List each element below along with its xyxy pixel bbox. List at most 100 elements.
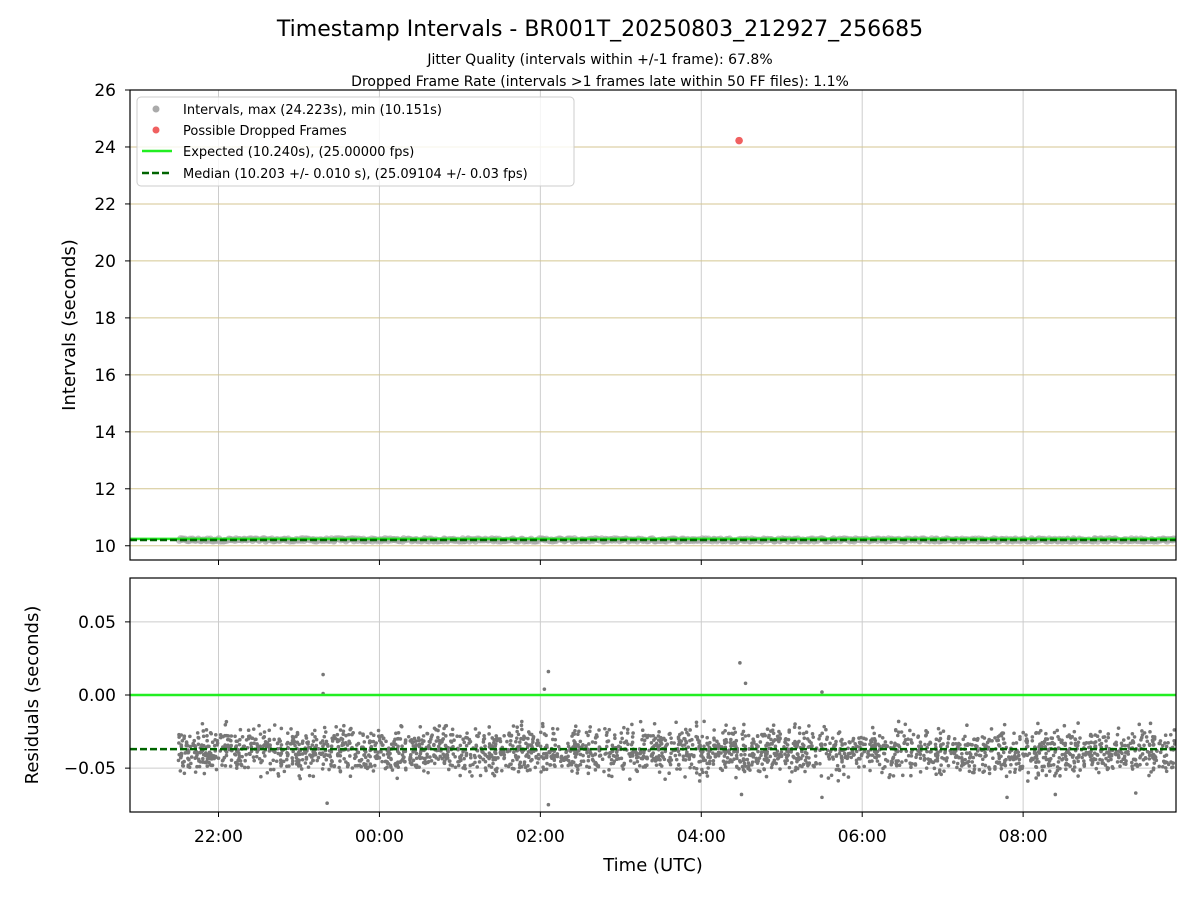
residual-point bbox=[1119, 759, 1123, 764]
residual-point bbox=[418, 725, 423, 729]
residual-point bbox=[1126, 736, 1131, 740]
residual-point bbox=[1147, 753, 1152, 758]
residual-point bbox=[1076, 721, 1080, 725]
residual-point bbox=[246, 765, 250, 770]
residual-point bbox=[1074, 756, 1079, 760]
residual-point bbox=[545, 761, 549, 766]
residual-point bbox=[544, 767, 549, 772]
residual-point bbox=[1106, 735, 1111, 740]
residual-point bbox=[511, 724, 516, 728]
residual-point bbox=[311, 749, 315, 754]
residual-point bbox=[444, 744, 449, 749]
residual-point bbox=[1172, 739, 1176, 743]
residual-point bbox=[229, 734, 234, 738]
residual-point bbox=[222, 755, 227, 760]
residual-point bbox=[492, 738, 496, 742]
residual-point bbox=[188, 744, 193, 749]
residual-point bbox=[609, 757, 614, 762]
residual-point bbox=[1104, 744, 1109, 749]
residual-point bbox=[257, 757, 262, 761]
residual-point bbox=[336, 745, 341, 749]
residual-point bbox=[742, 722, 746, 727]
residual-point bbox=[417, 744, 422, 749]
residual-point bbox=[384, 739, 388, 744]
residual-point bbox=[1063, 741, 1068, 746]
intervals-y-tick-label: 18 bbox=[94, 309, 116, 329]
residual-point bbox=[411, 744, 416, 748]
residual-point bbox=[573, 724, 578, 729]
intervals-y-tick-label: 22 bbox=[94, 195, 116, 215]
residual-point bbox=[385, 760, 389, 764]
residual-point bbox=[630, 722, 634, 727]
residual-point bbox=[616, 744, 621, 749]
residual-point bbox=[1054, 771, 1058, 775]
residual-point bbox=[1147, 743, 1152, 748]
residual-point bbox=[410, 762, 414, 767]
residual-point bbox=[436, 757, 441, 761]
residual-point bbox=[1088, 754, 1093, 759]
residual-point bbox=[224, 719, 229, 724]
residual-point bbox=[1044, 773, 1049, 778]
residual-point bbox=[676, 749, 681, 754]
residual-point bbox=[1111, 766, 1115, 771]
residual-point bbox=[362, 763, 367, 768]
residual-point bbox=[654, 763, 659, 767]
residual-point bbox=[1163, 733, 1168, 738]
residual-point bbox=[633, 750, 638, 754]
residual-point bbox=[588, 729, 592, 734]
residual-point bbox=[441, 732, 446, 736]
residual-point bbox=[1030, 738, 1035, 743]
residual-point bbox=[690, 737, 694, 742]
residual-point bbox=[934, 737, 939, 742]
residual-point bbox=[779, 753, 784, 758]
residual-point bbox=[571, 760, 576, 765]
residual-point bbox=[653, 759, 658, 763]
residual-point bbox=[566, 741, 570, 746]
residual-point bbox=[840, 759, 844, 764]
residual-point bbox=[734, 775, 738, 780]
residual-point bbox=[344, 760, 348, 764]
residual-point bbox=[416, 736, 421, 740]
residual-point bbox=[309, 755, 314, 759]
residual-point bbox=[1037, 744, 1041, 749]
residual-point bbox=[299, 767, 304, 771]
residual-point bbox=[728, 758, 733, 762]
residual-point bbox=[428, 755, 432, 759]
residual-point bbox=[924, 766, 929, 770]
residual-outlier-point bbox=[1053, 792, 1058, 797]
residual-point bbox=[818, 733, 822, 738]
residual-point bbox=[663, 777, 667, 781]
residual-outlier-point bbox=[739, 792, 744, 797]
residual-point bbox=[487, 756, 491, 761]
residual-point bbox=[1123, 743, 1127, 748]
residual-point bbox=[846, 751, 851, 756]
residual-point bbox=[911, 732, 916, 737]
residual-point bbox=[918, 752, 923, 757]
residual-point bbox=[346, 748, 351, 752]
residual-point bbox=[889, 740, 893, 745]
residual-point bbox=[539, 755, 544, 759]
residual-point bbox=[930, 760, 934, 764]
residual-point bbox=[586, 733, 590, 738]
residual-point bbox=[322, 742, 327, 746]
residual-point bbox=[712, 728, 716, 732]
residual-point bbox=[727, 751, 732, 755]
residual-point bbox=[624, 739, 629, 744]
residual-point bbox=[909, 738, 913, 742]
residual-point bbox=[972, 767, 977, 772]
legend-label-intervals: Intervals, max (24.223s), min (10.151s) bbox=[183, 103, 442, 118]
residual-point bbox=[403, 739, 408, 744]
residual-point bbox=[1072, 769, 1076, 773]
residual-point bbox=[541, 751, 546, 756]
residual-point bbox=[860, 752, 864, 756]
residual-point bbox=[481, 757, 485, 762]
residual-point bbox=[999, 766, 1004, 771]
residual-point bbox=[210, 753, 215, 758]
residual-point bbox=[1058, 774, 1062, 778]
residual-point bbox=[1062, 723, 1067, 728]
residual-point bbox=[471, 762, 475, 767]
residual-point bbox=[778, 767, 782, 771]
residual-point bbox=[441, 737, 446, 741]
residual-point bbox=[181, 764, 186, 768]
residual-point bbox=[807, 762, 811, 766]
